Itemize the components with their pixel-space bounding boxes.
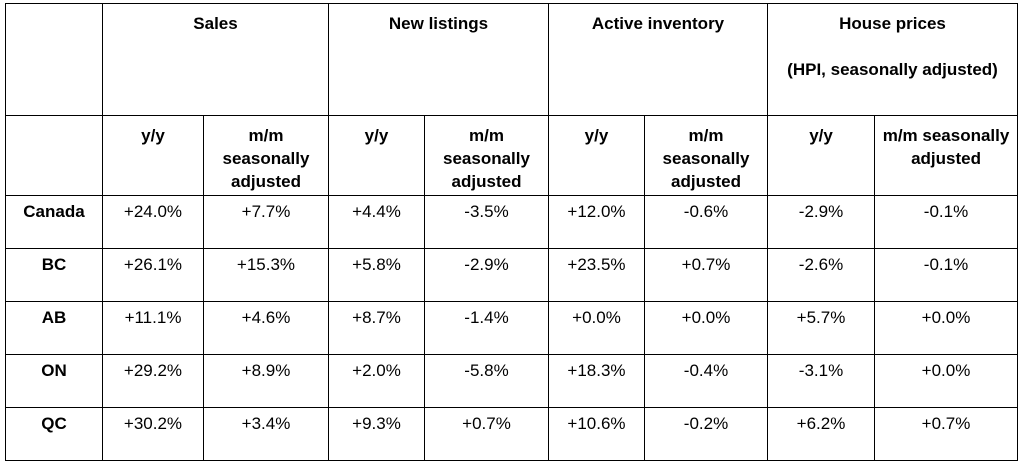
value-cell: +12.0% (548, 195, 645, 249)
table-body: Canada +24.0% +7.7% +4.4% -3.5% +12.0% -0.6% -2… (5, 195, 1019, 461)
value-cell: +5.7% (767, 301, 876, 355)
group-title: Active inventory (591, 14, 725, 33)
value-cell: -5.8% (424, 354, 549, 408)
region-label: Canada (5, 195, 103, 249)
value-cell: -0.4% (643, 354, 769, 408)
value-cell: +9.3% (328, 407, 425, 461)
group-header-sales: Sales (102, 3, 329, 116)
region-label: BC (5, 248, 103, 302)
value-cell: +18.3% (548, 354, 645, 408)
value-cell: -0.1% (874, 195, 1019, 249)
subheader-row: y/y m/m seasonally adjusted y/y m/m seas… (5, 115, 1019, 196)
value-cell: +0.0% (643, 301, 769, 355)
value-cell: -0.6% (643, 195, 769, 249)
subheader-cell: y/y (328, 115, 425, 196)
group-title: Sales (193, 14, 238, 33)
value-cell: +0.0% (548, 301, 645, 355)
value-cell: +7.7% (203, 195, 329, 249)
value-cell: +0.7% (643, 248, 769, 302)
value-cell: +8.9% (203, 354, 329, 408)
value-cell: +11.1% (102, 301, 204, 355)
value-cell: +30.2% (102, 407, 204, 461)
value-cell: -3.5% (424, 195, 549, 249)
region-label: QC (5, 407, 103, 461)
value-cell: +23.5% (548, 248, 645, 302)
value-cell: +8.7% (328, 301, 425, 355)
value-cell: -1.4% (424, 301, 549, 355)
value-cell: +24.0% (102, 195, 204, 249)
value-cell: +0.0% (874, 301, 1019, 355)
subheader-cell: m/m seasonally adjusted (424, 115, 549, 196)
value-cell: +4.4% (328, 195, 425, 249)
subheader-cell: y/y (548, 115, 645, 196)
table-row: BC +26.1% +15.3% +5.8% -2.9% +23.5% +0.7% -2.6%… (5, 248, 1019, 302)
subheader-cell: y/y (102, 115, 204, 196)
corner-cell (5, 3, 103, 116)
value-cell: +0.7% (424, 407, 549, 461)
value-cell: -0.1% (874, 248, 1019, 302)
value-cell: +0.7% (874, 407, 1019, 461)
value-cell: +10.6% (548, 407, 645, 461)
group-header-house-prices: House prices (HPI, seasonally adjusted) (767, 3, 1019, 116)
group-title: House prices (839, 14, 946, 33)
subheader-cell: m/m seasonally adjusted (643, 115, 769, 196)
subheader-cell: m/m seasonally adjusted (874, 115, 1019, 196)
group-title: New listings (388, 14, 489, 33)
subheader-cell: y/y (767, 115, 876, 196)
table-row: ON +29.2% +8.9% +2.0% -5.8% +18.3% -0.4% -3.1% +… (5, 354, 1019, 408)
value-cell: -2.9% (767, 195, 876, 249)
table-row: Canada +24.0% +7.7% +4.4% -3.5% +12.0% -0.6% -2… (5, 195, 1019, 249)
housing-stats-table: Sales New listings Active inventory Hous… (5, 3, 1019, 461)
region-label: AB (5, 301, 103, 355)
value-cell: -2.9% (424, 248, 549, 302)
group-subtitle: (HPI, seasonally adjusted) (787, 60, 998, 79)
corner-cell (5, 115, 103, 196)
value-cell: +29.2% (102, 354, 204, 408)
value-cell: +6.2% (767, 407, 876, 461)
value-cell: -3.1% (767, 354, 876, 408)
value-cell: +5.8% (328, 248, 425, 302)
value-cell: -0.2% (643, 407, 769, 461)
group-header-new-listings: New listings (328, 3, 549, 116)
table-row: AB +11.1% +4.6% +8.7% -1.4% +0.0% +0.0% +5.7% +0… (5, 301, 1019, 355)
group-header-row: Sales New listings Active inventory Hous… (5, 3, 1019, 116)
value-cell: +4.6% (203, 301, 329, 355)
value-cell: +0.0% (874, 354, 1019, 408)
value-cell: +3.4% (203, 407, 329, 461)
value-cell: +15.3% (203, 248, 329, 302)
table-row: QC +30.2% +3.4% +9.3% +0.7% +10.6% -0.2% +6.2% +… (5, 407, 1019, 461)
region-label: ON (5, 354, 103, 408)
group-header-active-inventory: Active inventory (547, 3, 769, 116)
value-cell: +26.1% (102, 248, 204, 302)
value-cell: -2.6% (767, 248, 876, 302)
value-cell: +2.0% (328, 354, 425, 408)
subheader-cell: m/m seasonally adjusted (203, 115, 329, 196)
